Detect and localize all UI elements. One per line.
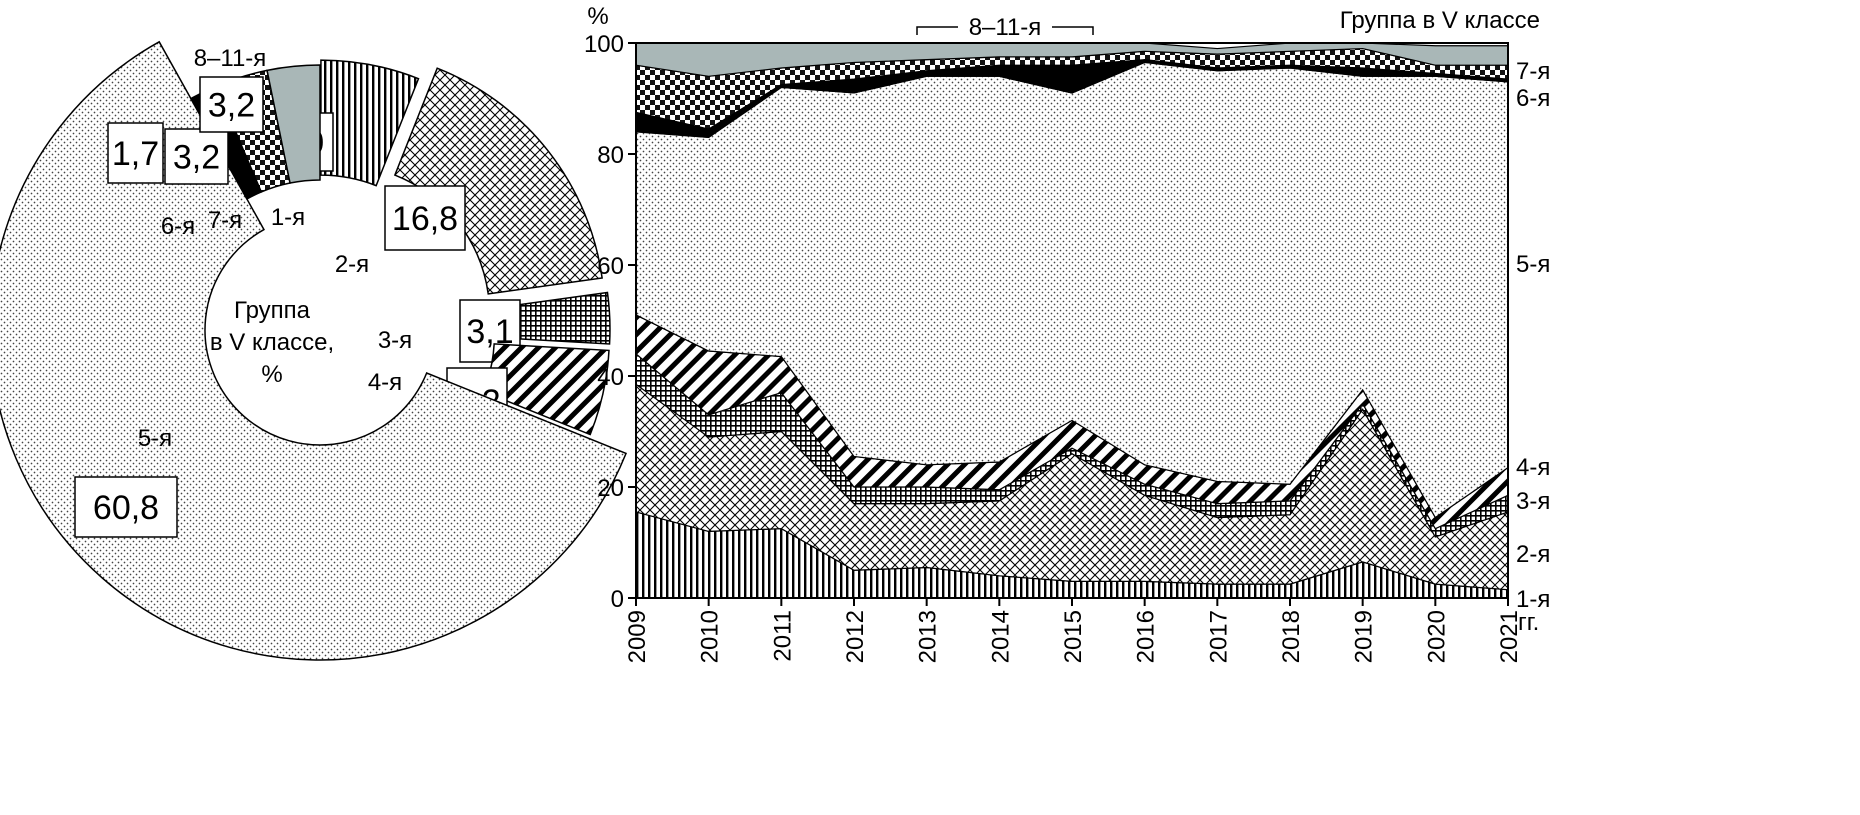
donut-value-box <box>74 476 178 538</box>
x-tick-label: 2016 <box>1133 610 1160 663</box>
y-tick-label: 60 <box>597 253 624 280</box>
legend-title: Группа в V классе <box>1340 7 1540 34</box>
x-tick-label: 2019 <box>1351 610 1378 663</box>
x-tick-label: 2009 <box>624 610 651 663</box>
donut-slice-label: 3-я <box>378 327 412 354</box>
donut-slice-label: 4-я <box>368 369 402 396</box>
donut-slice-label: 6-я <box>161 213 195 240</box>
y-tick-label: 100 <box>584 31 624 58</box>
x-tick-label: 2020 <box>1423 610 1450 663</box>
x-tick-label: 2013 <box>915 610 942 663</box>
y-tick-label: 20 <box>597 475 624 502</box>
x-tick-label: 2021 <box>1496 610 1523 663</box>
y-tick-label: 40 <box>597 364 624 391</box>
donut-value-box <box>199 76 264 133</box>
donut-value-box <box>384 185 466 251</box>
donut-slice-label: 7-я <box>208 207 242 234</box>
series-label: 2-я <box>1516 541 1550 568</box>
donut-slice-8 <box>266 64 321 184</box>
x-axis-suffix: гг. <box>1518 609 1539 636</box>
annotation-bracket <box>916 26 1094 35</box>
donut-value-label: 60,8 <box>93 489 159 527</box>
donut-slice-label: 8–11-я <box>194 45 267 72</box>
donut-center-label: % <box>261 361 282 388</box>
x-tick-label: 2015 <box>1060 610 1087 663</box>
series-label: 1-я <box>1516 586 1550 613</box>
donut-slice-label: 5-я <box>138 425 172 452</box>
y-tick-label: 0 <box>611 586 624 613</box>
donut-value-label: 1,7 <box>112 135 159 173</box>
donut-center-label: в V классе, <box>210 329 334 356</box>
donut-center-label: Группа <box>234 297 311 324</box>
donut-value-box <box>107 122 164 184</box>
donut-slice-label: 2-я <box>335 251 369 278</box>
y-tick-label: 80 <box>597 142 624 169</box>
donut-slice-1 <box>320 59 420 187</box>
x-tick-label: 2018 <box>1278 610 1305 663</box>
series-label: 6-я <box>1516 85 1550 112</box>
x-tick-label: 2010 <box>697 610 724 663</box>
series-label: 7-я <box>1516 58 1550 85</box>
donut-slice-2 <box>393 67 603 295</box>
donut-slice-label: 1-я <box>271 204 305 231</box>
series-label: 3-я <box>1516 488 1550 515</box>
stacked-area-chart: 0 20 40 60 80 100% 2009 2010 2011 2012 2013 2014 201… <box>584 3 1550 663</box>
donut-slice-4 <box>482 343 610 436</box>
x-tick-label: 2012 <box>842 610 869 663</box>
x-tick-label: 2017 <box>1205 610 1232 663</box>
donut-chart: 1-я6,02-я16,83-я3,14-я5,25-я60,86-я1,77-… <box>0 40 628 661</box>
series-label: 5-я <box>1516 251 1550 278</box>
donut-value-label: 3,2 <box>208 87 255 125</box>
donut-value-box <box>164 128 229 185</box>
x-tick-label: 2014 <box>987 610 1014 663</box>
donut-value-label: 16,8 <box>392 200 458 238</box>
annotation-label: 8–11-я <box>969 14 1042 41</box>
series-label: 4-я <box>1516 454 1550 481</box>
donut-value-label: 3,2 <box>173 139 220 177</box>
x-tick-label: 2011 <box>769 610 796 662</box>
y-axis-label: % <box>587 3 608 30</box>
